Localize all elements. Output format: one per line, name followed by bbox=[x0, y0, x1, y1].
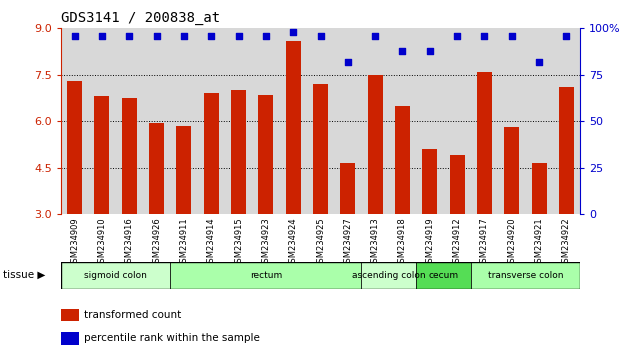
Point bbox=[97, 33, 107, 39]
Point bbox=[343, 59, 353, 65]
Point bbox=[206, 33, 216, 39]
Bar bbox=[197, 28, 225, 214]
Bar bbox=[307, 28, 334, 214]
Point bbox=[69, 33, 79, 39]
Text: GDS3141 / 200838_at: GDS3141 / 200838_at bbox=[61, 11, 220, 25]
Bar bbox=[553, 28, 580, 214]
Bar bbox=[313, 84, 328, 214]
Bar bbox=[362, 28, 389, 214]
Bar bbox=[94, 97, 110, 214]
Bar bbox=[416, 262, 470, 289]
Text: transformed count: transformed count bbox=[84, 310, 181, 320]
Bar bbox=[477, 72, 492, 214]
Bar bbox=[334, 28, 362, 214]
Bar bbox=[416, 28, 444, 214]
Point bbox=[261, 33, 271, 39]
Bar bbox=[67, 81, 82, 214]
Bar bbox=[422, 149, 437, 214]
Bar bbox=[498, 28, 526, 214]
Bar bbox=[470, 28, 498, 214]
Bar bbox=[122, 98, 137, 214]
Bar bbox=[176, 126, 192, 214]
Bar bbox=[225, 28, 252, 214]
Bar bbox=[526, 28, 553, 214]
Text: tissue ▶: tissue ▶ bbox=[3, 270, 46, 280]
Point bbox=[425, 48, 435, 53]
Text: sigmoid colon: sigmoid colon bbox=[84, 271, 147, 280]
Point bbox=[315, 33, 326, 39]
Bar bbox=[362, 262, 416, 289]
Point bbox=[124, 33, 135, 39]
Bar bbox=[286, 41, 301, 214]
Bar bbox=[171, 28, 197, 214]
Bar bbox=[231, 90, 246, 214]
Text: percentile rank within the sample: percentile rank within the sample bbox=[84, 333, 260, 343]
Bar bbox=[61, 28, 88, 214]
Bar bbox=[531, 163, 547, 214]
Bar bbox=[340, 163, 355, 214]
Bar bbox=[395, 106, 410, 214]
Bar bbox=[368, 75, 383, 214]
Bar bbox=[504, 127, 519, 214]
Bar bbox=[444, 28, 470, 214]
Text: ascending colon: ascending colon bbox=[352, 271, 426, 280]
Point bbox=[179, 33, 189, 39]
Bar bbox=[204, 93, 219, 214]
Bar bbox=[171, 262, 362, 289]
Point bbox=[506, 33, 517, 39]
Point bbox=[562, 33, 572, 39]
Bar bbox=[115, 28, 143, 214]
Point bbox=[452, 33, 462, 39]
Bar bbox=[252, 28, 279, 214]
Point bbox=[370, 33, 380, 39]
Point bbox=[233, 33, 244, 39]
Bar bbox=[258, 95, 273, 214]
Bar bbox=[389, 28, 416, 214]
Point bbox=[397, 48, 408, 53]
Bar bbox=[149, 123, 164, 214]
Bar bbox=[279, 28, 307, 214]
Text: rectum: rectum bbox=[250, 271, 282, 280]
Bar bbox=[449, 155, 465, 214]
Bar bbox=[559, 87, 574, 214]
Bar bbox=[143, 28, 171, 214]
Text: transverse colon: transverse colon bbox=[488, 271, 563, 280]
Bar bbox=[61, 262, 171, 289]
Point bbox=[534, 59, 544, 65]
Point bbox=[288, 29, 298, 35]
Point bbox=[151, 33, 162, 39]
Point bbox=[479, 33, 490, 39]
Text: cecum: cecum bbox=[428, 271, 458, 280]
Bar bbox=[88, 28, 115, 214]
Bar bbox=[470, 262, 580, 289]
Bar bbox=[61, 309, 79, 321]
Bar bbox=[61, 332, 79, 345]
